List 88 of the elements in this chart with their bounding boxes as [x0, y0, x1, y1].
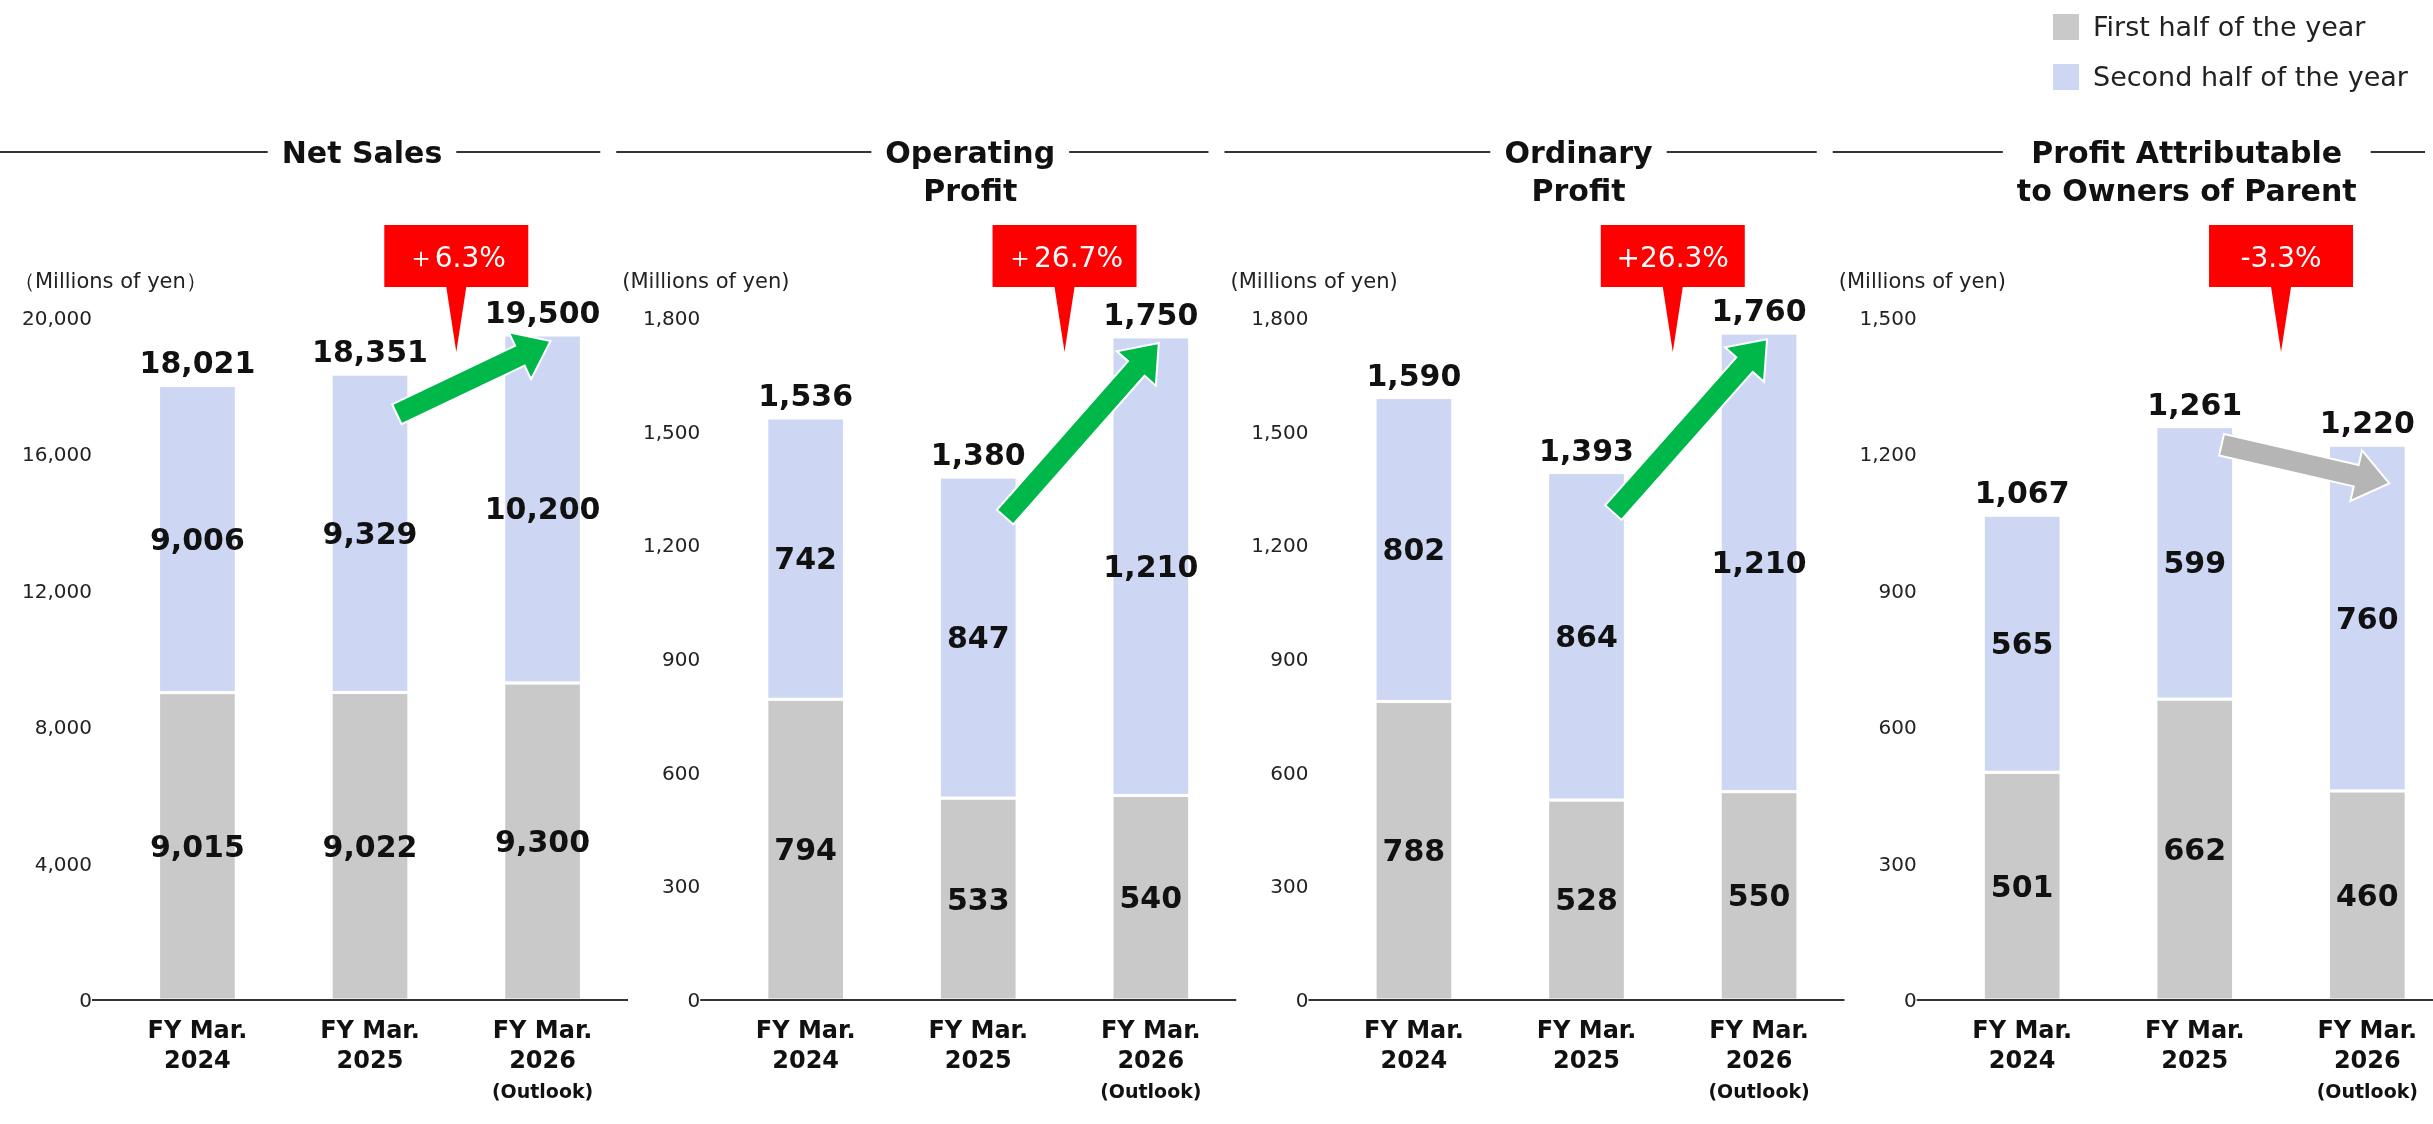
y-tick-label: 900: [1270, 647, 1309, 671]
text: +26.3%: [1616, 240, 1729, 274]
y-tick-label: 900: [662, 647, 701, 671]
x-tick-label: FY Mar. 2026 (Outlook): [2316, 1016, 2419, 1102]
y-tick-label: 1,200: [1859, 442, 1917, 467]
data-label: 599: [2163, 545, 2227, 581]
y-tick-label: 300: [1270, 874, 1309, 899]
chart-title: Operating Profit: [885, 135, 1056, 208]
total-label: 1,590: [1366, 357, 1462, 393]
data-label: 742: [774, 541, 837, 577]
data-label: 9,015: [149, 828, 245, 864]
chart-title: Ordinary Profit: [1504, 135, 1653, 208]
y-tick-label: 12,000: [22, 578, 92, 603]
total-label: 18,021: [139, 345, 256, 381]
total-label: 1,067: [1974, 475, 2070, 511]
data-label: 533: [946, 881, 1010, 917]
text: ＋26.7%: [1006, 240, 1124, 274]
chart-title: Net Sales: [281, 135, 443, 170]
x-tick-label: FY Mar. 2024: [1972, 1016, 2073, 1074]
data-label: 864: [1555, 618, 1618, 654]
data-label: 9,300: [495, 823, 591, 859]
data-label: 788: [1382, 833, 1446, 869]
total-label: 1,750: [1103, 296, 1199, 332]
total-label: 1,760: [1711, 293, 1807, 329]
total-label: 1,261: [2147, 386, 2243, 422]
x-tick-label: FY Mar. 2024: [1364, 1016, 1464, 1074]
y-tick-label: 0: [1295, 988, 1309, 1012]
data-label: 1,210: [1103, 548, 1199, 584]
data-label: 9,022: [322, 828, 418, 864]
x-tick-label: FY Mar. 2026 (Outlook): [491, 1016, 594, 1102]
y-axis-title: (Millions of yen): [1838, 269, 2006, 293]
y-axis-title: (Millions of yen): [622, 269, 790, 293]
y-tick-label: 1,800: [642, 306, 701, 330]
y-tick-label: 16,000: [22, 442, 92, 467]
legend-label: Second half of the year: [2093, 61, 2409, 93]
total-label: 18,351: [312, 334, 428, 370]
data-label: 9,329: [322, 515, 418, 551]
data-label: 565: [1990, 626, 2054, 662]
y-tick-label: 8,000: [34, 715, 92, 740]
x-tick-label: FY Mar. 2024: [147, 1016, 248, 1074]
data-label: 802: [1382, 532, 1446, 567]
y-tick-label: 1,500: [1859, 306, 1917, 330]
chart-title: Profit Attributable to Owners of Parent: [2016, 135, 2357, 208]
data-label: 528: [1555, 882, 1618, 918]
y-axis-title: (Millions of yen): [1230, 269, 1398, 293]
data-label: 501: [1990, 868, 2054, 904]
y-tick-label: 20,000: [22, 306, 92, 330]
text: -3.3%: [2240, 240, 2322, 274]
x-tick-label: FY Mar. 2025: [928, 1016, 1029, 1074]
x-tick-label: FY Mar. 2025: [2144, 1016, 2245, 1074]
y-tick-label: 300: [1878, 851, 1917, 876]
y-tick-label: 1,500: [1251, 419, 1309, 444]
total-label: 19,500: [484, 295, 601, 331]
text: ＋6.3%: [406, 240, 506, 274]
y-tick-label: 600: [1270, 760, 1309, 785]
legend-label: First half of the year: [2093, 11, 2367, 43]
y-tick-label: 900: [1878, 578, 1917, 603]
total-label: 1,393: [1539, 432, 1634, 468]
data-label: 9,006: [149, 521, 245, 557]
total-label: 1,536: [758, 378, 854, 414]
y-tick-label: 4,000: [34, 851, 92, 876]
y-tick-label: 600: [662, 760, 701, 785]
total-label: 1,380: [930, 437, 1026, 473]
y-tick-label: 0: [687, 988, 701, 1012]
data-label: 550: [1727, 878, 1791, 914]
data-label: 662: [2163, 832, 2227, 868]
x-tick-label: FY Mar. 2025: [320, 1016, 420, 1074]
y-tick-label: 1,200: [1251, 533, 1309, 558]
y-tick-label: 1,500: [642, 419, 701, 444]
y-tick-label: 300: [662, 874, 701, 899]
total-label: 1,220: [2319, 405, 2415, 441]
data-label: 847: [946, 620, 1010, 656]
x-tick-label: FY Mar. 2026 (Outlook): [1708, 1016, 1810, 1102]
y-tick-label: 0: [79, 988, 92, 1012]
data-label: 460: [2336, 877, 2399, 913]
data-label: 794: [774, 832, 837, 868]
x-tick-label: FY Mar. 2025: [1536, 1016, 1637, 1074]
y-tick-label: 0: [1904, 988, 1917, 1012]
data-label: 760: [2336, 600, 2399, 636]
data-label: 10,200: [484, 491, 601, 527]
y-axis-title: （Millions of yen）: [14, 269, 207, 293]
y-tick-label: 1,200: [642, 533, 701, 558]
y-tick-label: 600: [1878, 715, 1917, 740]
data-label: 1,210: [1711, 544, 1807, 580]
x-tick-label: FY Mar. 2024: [755, 1016, 856, 1074]
x-tick-label: FY Mar. 2026 (Outlook): [1100, 1016, 1202, 1102]
data-label: 540: [1119, 880, 1183, 916]
y-tick-label: 1,800: [1251, 306, 1309, 330]
